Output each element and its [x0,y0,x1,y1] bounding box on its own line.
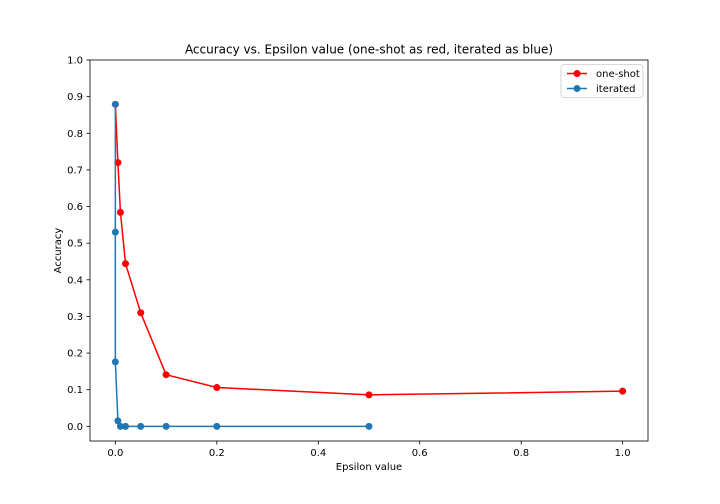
series-iterated [111,100,373,430]
data-point-one-shot [114,159,122,167]
legend-marker-one-shot [573,70,581,77]
data-point-iterated [365,422,373,430]
y-tick-label: 0.8 [67,129,83,140]
series-layer [111,100,627,430]
data-point-iterated [111,100,119,108]
data-point-iterated [122,422,130,430]
data-point-iterated [111,228,119,236]
data-point-one-shot [137,309,145,317]
data-point-one-shot [365,391,373,399]
data-point-iterated [111,358,119,366]
legend: one-shot iterated [560,64,644,98]
y-tick-label: 0.5 [67,239,83,250]
y-tick-label: 0.6 [67,202,83,213]
x-axis-label: Epsilon value [336,462,402,473]
data-point-one-shot [213,384,221,392]
x-tick-label: 0.2 [209,448,225,459]
axes-frame [89,59,649,442]
y-tick-label: 0.3 [67,312,83,323]
legend-marker-iterated [573,85,581,92]
x-tick-label: 0.8 [513,448,529,459]
legend-label-iterated: iterated [596,84,636,95]
y-tick-label: 0.1 [67,385,83,396]
data-point-one-shot [116,208,124,216]
x-tick-label: 0.4 [310,448,326,459]
data-point-one-shot [122,260,130,268]
data-point-iterated [114,417,122,425]
data-point-one-shot [619,387,627,395]
y-tick-label: 1.0 [67,56,83,67]
y-tick-label: 0.0 [67,422,83,433]
x-tick-label: 0.6 [412,448,428,459]
data-point-iterated [162,422,170,430]
data-point-one-shot [162,371,170,379]
plot-area [89,59,649,442]
y-tick-label: 0.9 [67,92,83,103]
x-tick-label: 0.0 [107,448,123,459]
y-tick-label: 0.2 [67,349,83,360]
y-axis-label: Accuracy [53,228,64,274]
legend-label-one-shot: one-shot [596,69,640,80]
y-tick-label: 0.4 [67,275,83,286]
x-tick-label: 1.0 [615,448,631,459]
data-point-iterated [137,422,145,430]
data-point-iterated [116,422,124,430]
y-axis: 0.0 0.1 0.2 0.3 0.4 0.5 0.6 0.7 0.8 0.9 1.0 [67,56,90,433]
chart-title: Accuracy vs. Epsilon value (one-shot as … [185,43,553,57]
y-tick-label: 0.7 [67,165,83,176]
data-point-iterated [213,422,221,430]
x-axis: 0.0 0.2 0.4 0.6 0.8 1.0 [107,441,631,459]
